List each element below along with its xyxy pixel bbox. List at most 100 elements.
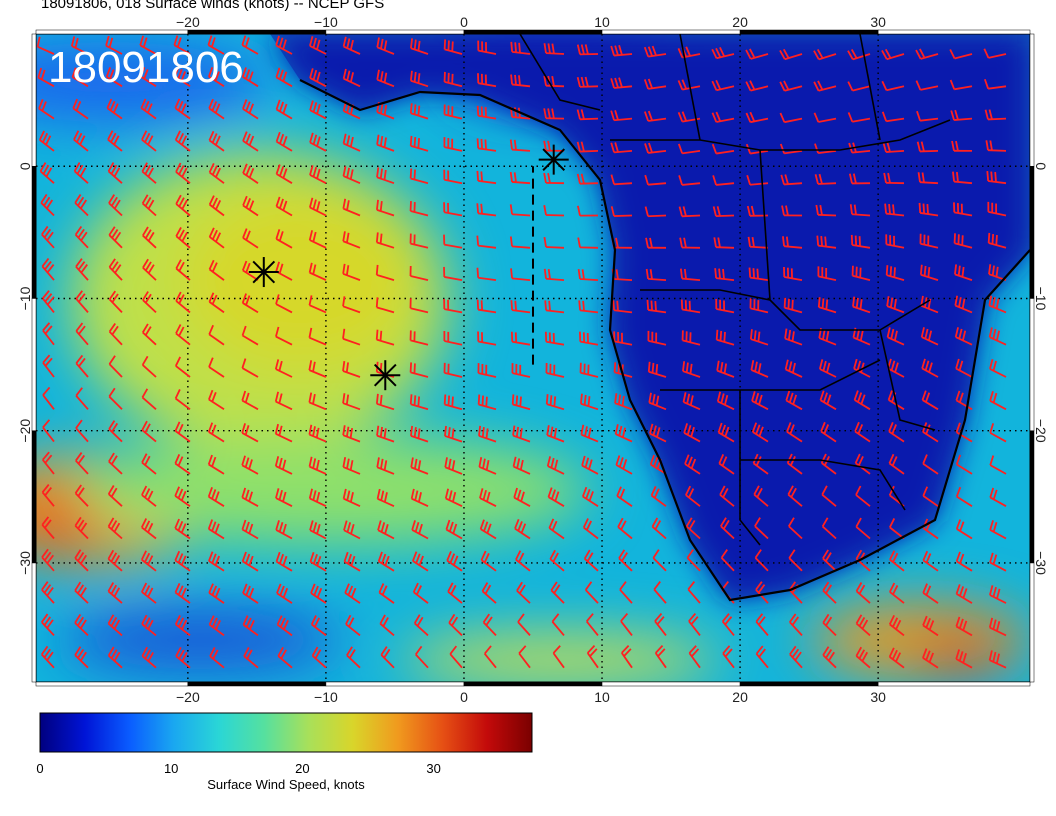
lon-label-bottom: 10	[594, 689, 610, 705]
wind-barb	[412, 582, 429, 604]
wind-barb	[644, 174, 667, 186]
chart-title: 18091806, 018 Surface winds (knots) -- N…	[41, 0, 385, 12]
wind-barb	[543, 172, 565, 185]
wind-barb	[577, 268, 599, 281]
wind-barb	[988, 617, 1007, 637]
wind-barb	[543, 108, 565, 120]
wind-barb	[207, 66, 225, 88]
wind-barb	[546, 456, 565, 475]
wind-barb	[949, 49, 973, 60]
wind-barb	[40, 645, 55, 669]
wind-barb	[443, 362, 463, 378]
wind-barb	[42, 451, 55, 475]
wind-barb	[543, 205, 565, 217]
wind-barb	[644, 206, 667, 218]
wind-barb	[886, 327, 905, 346]
wind-barb	[276, 615, 293, 637]
wind-barb	[241, 325, 259, 346]
wind-barb	[477, 73, 497, 88]
axis-bar-right	[1029, 298, 1035, 431]
wind-barb	[510, 268, 531, 281]
wind-barb	[275, 164, 293, 184]
lat-label-right: 0	[1033, 162, 1049, 170]
wind-barb	[855, 485, 871, 507]
wind-barb	[174, 98, 191, 120]
lat-label-left: −30	[17, 551, 33, 575]
wind-barb	[477, 394, 497, 411]
wind-barb	[954, 264, 973, 281]
wind-barb	[275, 261, 293, 281]
map-area: 18091806	[36, 34, 1030, 682]
wind-barb	[917, 172, 939, 185]
wind-barb	[208, 259, 225, 281]
wind-barb	[41, 548, 55, 572]
wind-barb	[342, 68, 361, 88]
wind-barb	[174, 389, 191, 411]
wind-barb	[547, 487, 565, 507]
wind-barb	[140, 98, 157, 120]
wind-barb	[986, 170, 1007, 185]
wind-barb	[308, 360, 327, 378]
wind-barb	[342, 393, 361, 411]
wind-barb	[274, 423, 293, 443]
wind-barb	[922, 583, 939, 604]
wind-barb	[751, 391, 769, 411]
wind-barb	[715, 329, 735, 346]
wind-barb	[789, 645, 803, 669]
wind-barb	[814, 173, 837, 185]
wind-barb	[752, 453, 769, 475]
wind-barb	[75, 387, 89, 410]
wind-barb	[780, 174, 803, 186]
wind-barb	[581, 486, 599, 507]
wind-barb	[749, 298, 769, 314]
wind-barb	[275, 488, 293, 508]
wind-barb	[108, 258, 123, 281]
wind-barb	[175, 324, 191, 346]
wind-barb	[719, 485, 735, 507]
wind-barb	[855, 582, 871, 604]
wind-barb	[847, 49, 871, 61]
wind-barb	[955, 584, 973, 604]
wind-barb	[174, 550, 191, 572]
wind-barb	[108, 387, 123, 410]
wind-barb	[614, 424, 633, 443]
wind-barb	[443, 137, 463, 152]
wind-barb	[643, 110, 667, 122]
wind-barb	[885, 234, 905, 249]
wind-barb	[72, 98, 89, 120]
wind-barb	[409, 298, 429, 314]
wind-barb	[208, 195, 225, 217]
wind-barb	[242, 615, 259, 637]
wind-barb	[39, 162, 55, 184]
wind-barb	[576, 141, 599, 153]
wind-barb	[175, 259, 191, 281]
wind-barb	[241, 519, 259, 540]
wind-barb	[922, 454, 939, 475]
wind-barb	[888, 647, 905, 669]
wind-barb	[141, 355, 157, 378]
wind-barb	[813, 80, 837, 92]
wind-barb	[241, 423, 259, 443]
wind-barb	[888, 614, 905, 637]
wind-barb	[717, 422, 735, 443]
wind-barb	[141, 646, 157, 669]
wind-barb	[822, 613, 837, 637]
wind-barb	[142, 291, 157, 314]
wind-barb	[509, 171, 531, 185]
wind-barb	[409, 103, 429, 120]
wind-barb	[953, 233, 973, 249]
wind-barb	[241, 390, 259, 411]
wind-barb	[275, 520, 293, 540]
wind-barb	[410, 425, 429, 443]
wind-barb	[715, 298, 735, 314]
wind-barb	[687, 580, 701, 604]
wind-barb	[576, 44, 599, 56]
wind-barb	[444, 425, 463, 443]
wind-barb	[512, 456, 531, 475]
wind-barb	[477, 40, 497, 55]
wind-barb	[620, 613, 633, 636]
wind-barb	[920, 327, 939, 346]
wind-barb	[787, 485, 803, 507]
wind-barb	[42, 419, 55, 443]
wind-barb	[308, 327, 327, 346]
